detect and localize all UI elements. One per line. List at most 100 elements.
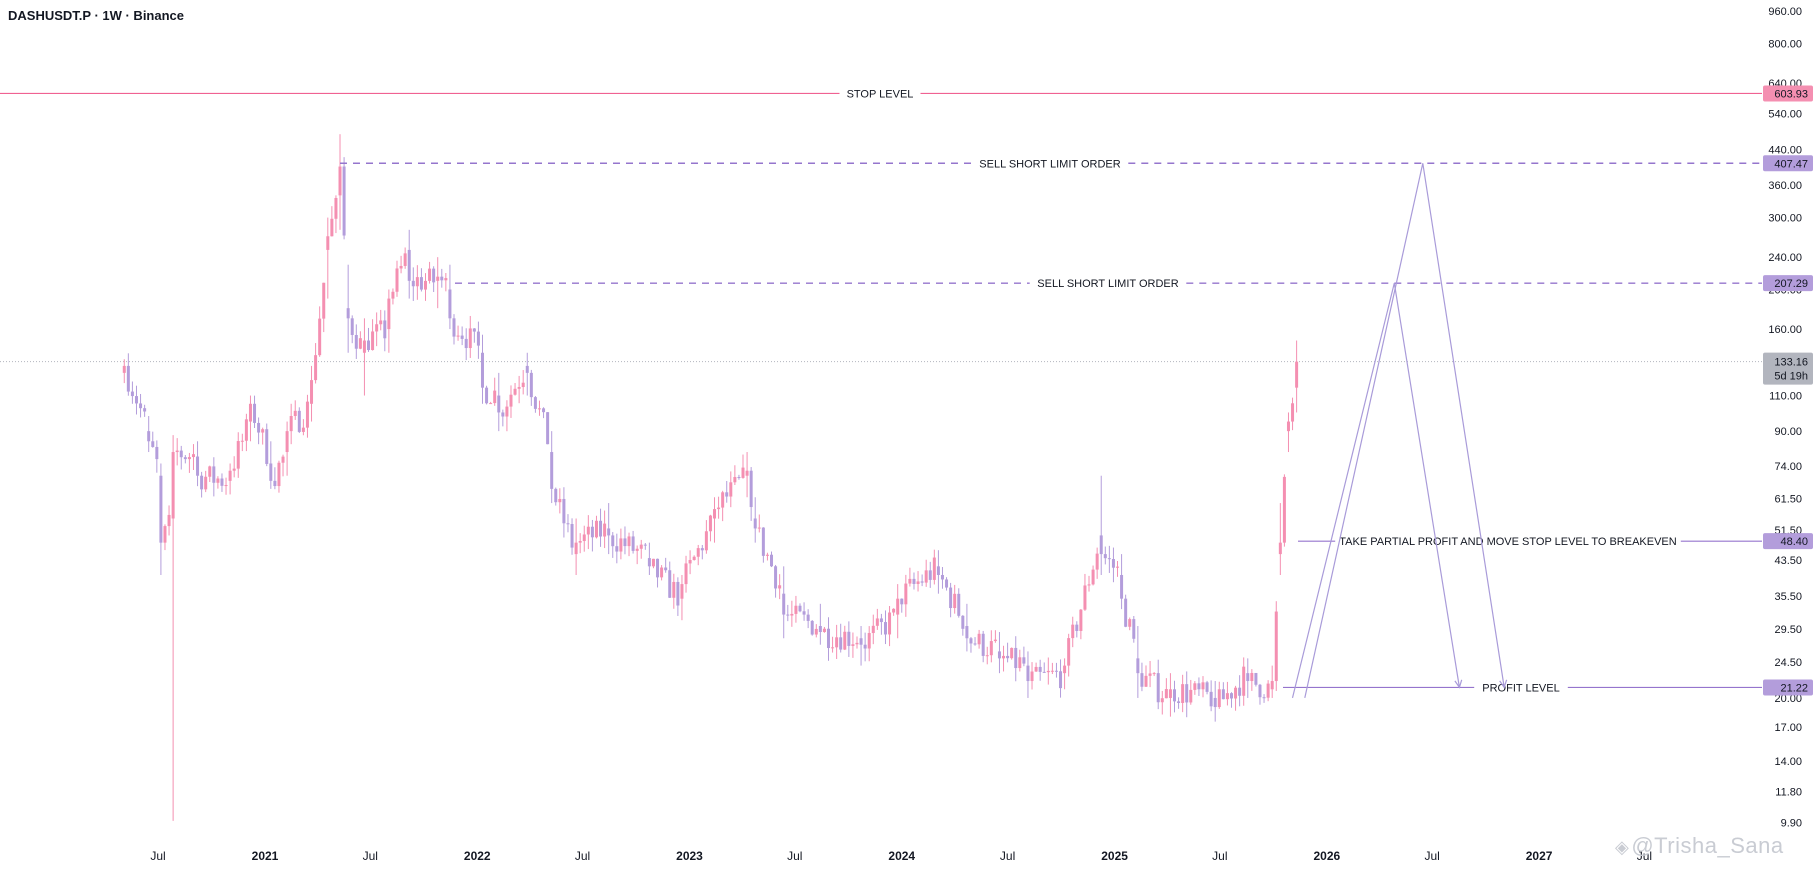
projection-path[interactable]: [1291, 282, 1460, 699]
candle-body: [204, 476, 208, 490]
candle-body: [725, 492, 729, 497]
candle-body: [1107, 558, 1111, 560]
candle-body: [1116, 566, 1120, 568]
price-tick-label: 35.50: [1774, 591, 1802, 603]
candle-body: [582, 534, 586, 542]
candle: [676, 577, 680, 616]
candle-body: [354, 334, 358, 349]
price-tick-label: 9.90: [1781, 818, 1802, 830]
time-tick-label: 2024: [888, 849, 915, 863]
price-level-line[interactable]: SELL SHORT LIMIT ORDER: [340, 158, 1762, 170]
candle: [651, 558, 655, 569]
candle: [265, 423, 269, 467]
candle: [456, 325, 460, 341]
time-tick-label: Jul: [363, 849, 378, 863]
candle-body: [619, 538, 623, 552]
candle: [985, 646, 989, 665]
candle-body: [517, 387, 521, 389]
candle: [867, 626, 871, 662]
candle-body: [623, 538, 627, 547]
candle: [574, 518, 578, 575]
candle: [240, 433, 244, 452]
candle: [220, 473, 224, 492]
candle: [257, 417, 261, 445]
candle-body: [900, 598, 904, 605]
candle: [843, 625, 847, 651]
price-tick-label: 440.00: [1768, 145, 1802, 157]
candle: [1148, 660, 1152, 688]
time-axis[interactable]: Jul 2021 Jul 2022 Jul 2023 Jul 2024 Jul 2025 Jul 20…: [150, 849, 1652, 863]
candle: [1225, 681, 1229, 706]
candle: [1079, 608, 1083, 640]
candle-body: [305, 401, 309, 428]
price-badge-label: 48.40: [1780, 536, 1808, 548]
candle-body: [961, 615, 965, 629]
price-axis[interactable]: 960.00800.00640.00540.00440.00360.00300.…: [1762, 0, 1815, 871]
candle-body: [1181, 684, 1185, 703]
candle: [1038, 659, 1042, 681]
candle: [1278, 503, 1282, 575]
candle: [851, 632, 855, 658]
candle-body: [806, 614, 810, 621]
projection-path[interactable]: [1304, 163, 1505, 699]
candle: [977, 629, 981, 649]
candle: [550, 431, 554, 504]
candle-body: [1250, 672, 1254, 682]
candle: [1128, 617, 1132, 631]
candle-body: [635, 548, 639, 551]
candle: [1262, 694, 1266, 703]
price-level-line[interactable]: TAKE PARTIAL PROFIT AND MOVE STOP LEVEL …: [1298, 536, 1762, 548]
candle: [1193, 681, 1197, 695]
candle-body: [831, 647, 835, 649]
candle: [126, 353, 130, 396]
candle-body: [1278, 542, 1282, 555]
candle: [831, 636, 835, 653]
level-label: STOP LEVEL: [847, 88, 914, 100]
price-tick-label: 14.00: [1774, 756, 1802, 768]
price-level-line[interactable]: SELL SHORT LIMIT ORDER: [455, 278, 1762, 290]
candle-body: [965, 626, 969, 639]
candle: [542, 407, 546, 419]
candle-body: [1295, 361, 1299, 388]
candle: [167, 505, 171, 536]
candle: [566, 514, 570, 533]
candle-body: [737, 477, 741, 479]
candle: [358, 331, 362, 350]
candle-body: [904, 583, 908, 605]
candle: [1075, 621, 1079, 638]
price-level-line[interactable]: PROFIT LEVEL: [1283, 682, 1762, 694]
candle: [472, 328, 476, 343]
candle: [713, 497, 717, 543]
candle: [1006, 642, 1010, 663]
symbol-title[interactable]: DASHUSDT.P · 1W · Binance: [8, 8, 185, 23]
candle: [436, 257, 440, 309]
price-levels[interactable]: STOP LEVEL SELL SHORT LIMIT ORDER SELL SHO…: [0, 88, 1762, 694]
price-tick-label: 29.50: [1774, 624, 1802, 636]
candle-body: [688, 559, 692, 564]
candle-body: [1262, 697, 1266, 699]
candle-body: [989, 641, 993, 656]
candle: [1136, 626, 1140, 698]
candle: [989, 630, 993, 663]
candle-body: [879, 618, 883, 623]
current-price-badge-bg: [1763, 352, 1813, 385]
candle-body: [639, 544, 643, 549]
price-level-line[interactable]: STOP LEVEL: [0, 88, 1762, 100]
candle-body: [558, 498, 562, 503]
candle-body: [1266, 683, 1270, 698]
candle: [708, 514, 712, 542]
candle-body: [183, 457, 187, 460]
price-tick-label: 110.00: [1769, 391, 1802, 403]
candle-body: [1140, 673, 1144, 687]
candle-body: [859, 638, 863, 645]
candle: [826, 617, 830, 661]
candle: [627, 532, 631, 557]
candle: [1254, 672, 1258, 687]
candle: [314, 343, 318, 384]
candle-body: [802, 611, 806, 615]
price-tick-label: 74.00: [1774, 461, 1802, 473]
candle: [855, 636, 859, 649]
projection-drawings[interactable]: [1291, 163, 1508, 699]
candle-body: [985, 655, 989, 657]
